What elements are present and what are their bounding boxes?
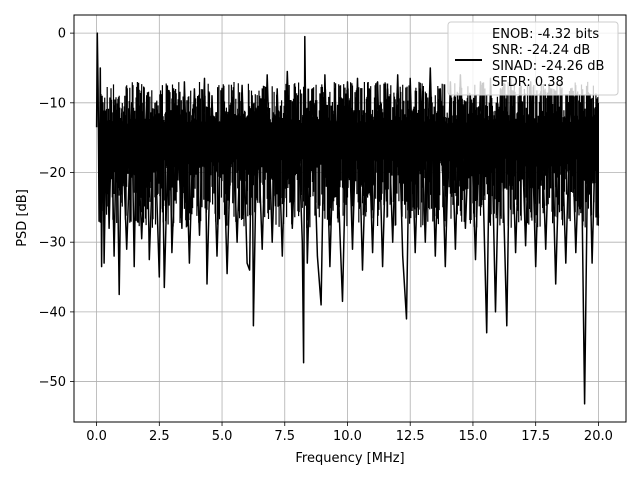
y-tick-label: −10 xyxy=(39,96,66,111)
x-tick-label: 15.0 xyxy=(458,429,487,444)
x-tick-label: 20.0 xyxy=(584,429,613,444)
legend-entry-sinad: SINAD: -24.26 dB xyxy=(492,59,604,74)
x-tick-label: 2.5 xyxy=(149,429,170,444)
plot-frame xyxy=(73,14,627,423)
y-axis-label: PSD [dB] xyxy=(15,189,30,247)
y-tick-label: −20 xyxy=(39,166,66,181)
x-tick-label: 12.5 xyxy=(396,429,425,444)
legend-box xyxy=(447,21,619,96)
y-tick-label: −50 xyxy=(39,375,66,390)
y-tick-label: −40 xyxy=(39,305,66,320)
y-tick-label: −30 xyxy=(39,236,66,251)
legend-entry-snr: SNR: -24.24 dB xyxy=(492,43,590,58)
x-tick-label: 7.5 xyxy=(274,429,295,444)
x-tick-label: 10.0 xyxy=(333,429,362,444)
legend-entry-sfdr: SFDR: 0.38 xyxy=(492,75,564,90)
y-axis-ticks: 0 −10 −20 −30 −40 −50 xyxy=(39,27,74,390)
x-tick-label: 0.0 xyxy=(86,429,107,444)
legend-entry-enob: ENOB: -4.32 bits xyxy=(492,27,599,42)
x-axis-ticks: 0.0 2.5 5.0 7.5 10.0 12.5 15.0 17.5 20.0 xyxy=(86,422,613,444)
x-axis-label: Frequency [MHz] xyxy=(295,451,404,466)
y-tick-label: 0 xyxy=(58,27,66,42)
psd-series-line xyxy=(95,32,600,405)
legend: ENOB: -4.32 bits SNR: -24.24 dB SINAD: -… xyxy=(447,21,619,96)
x-tick-label: 5.0 xyxy=(212,429,233,444)
x-tick-label: 17.5 xyxy=(521,429,550,444)
